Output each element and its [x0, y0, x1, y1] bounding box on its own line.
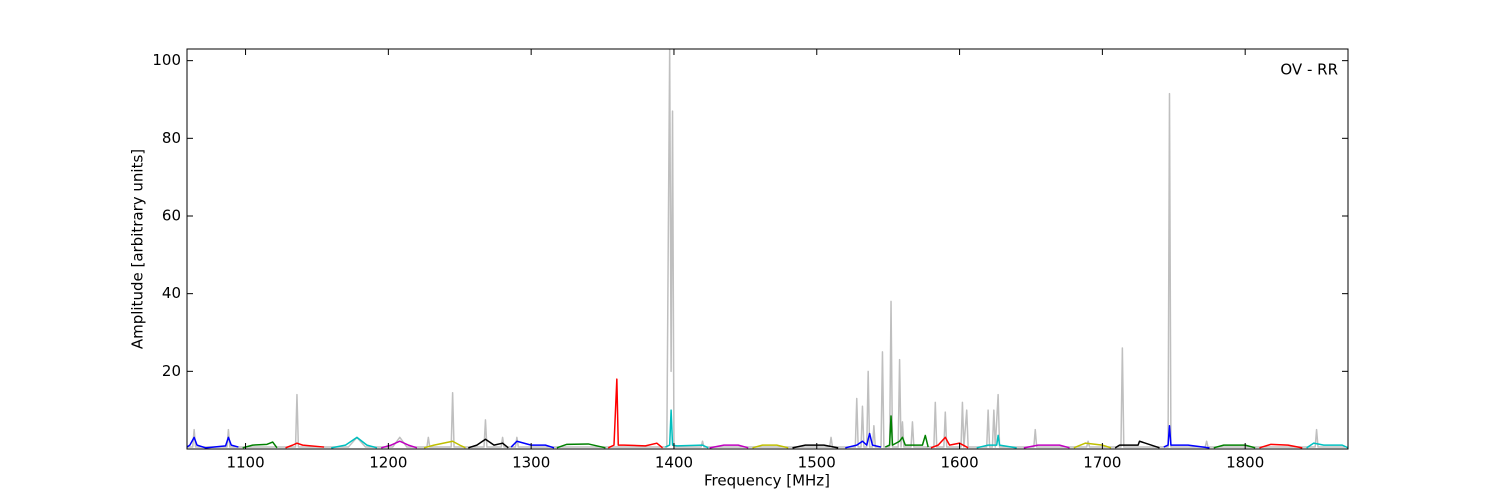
plot-area — [187, 49, 1348, 449]
plot-frame — [186, 48, 1349, 450]
x-tick-label: 1500 — [798, 454, 836, 472]
y-tick-label: 40 — [162, 284, 181, 302]
spectrum-line — [1023, 444, 1070, 449]
spectrum-line — [423, 440, 466, 449]
spectrum-line — [1163, 424, 1210, 449]
spectrum-line — [468, 438, 509, 449]
spectrum-line — [792, 444, 839, 449]
y-tick-label: 60 — [162, 206, 181, 224]
y-tick-label: 100 — [152, 51, 181, 69]
spectrum-line — [930, 436, 969, 449]
x-tick-label: 1200 — [369, 454, 407, 472]
spectrum-line — [885, 415, 929, 448]
x-tick-label: 1700 — [1083, 454, 1121, 472]
spectrum-line — [845, 432, 882, 449]
spectrum-line — [752, 444, 789, 449]
x-tick-label: 1300 — [512, 454, 550, 472]
spectrum-line — [242, 441, 278, 449]
spectrum-line — [187, 49, 1346, 448]
spectrum-line — [665, 409, 709, 449]
x-tick-label: 1400 — [655, 454, 693, 472]
y-axis-label: Amplitude [arbitrary units] — [129, 149, 147, 349]
spectrum-line — [285, 442, 325, 449]
spectrum-line — [1259, 443, 1303, 449]
spectrum-line — [556, 443, 606, 449]
annotation: OV - RR — [1280, 61, 1338, 79]
spectrum-line — [976, 434, 1017, 449]
spectrum-line — [1306, 442, 1348, 449]
x-tick-label: 1800 — [1226, 454, 1264, 472]
x-axis-label: Frequency [MHz] — [704, 472, 830, 490]
y-tick-label: 20 — [162, 362, 181, 380]
spectrum-line — [709, 444, 749, 449]
x-tick-label: 1100 — [226, 454, 264, 472]
y-tick-label: 80 — [162, 129, 181, 147]
x-tick-label: 1600 — [940, 454, 978, 472]
spectrum-line — [607, 378, 664, 449]
spectrum-line — [1213, 444, 1256, 449]
spectrum-line — [331, 436, 378, 449]
spectrum-line — [187, 436, 239, 449]
spectrum-line — [1073, 442, 1112, 449]
spectrum-line — [1114, 440, 1160, 449]
